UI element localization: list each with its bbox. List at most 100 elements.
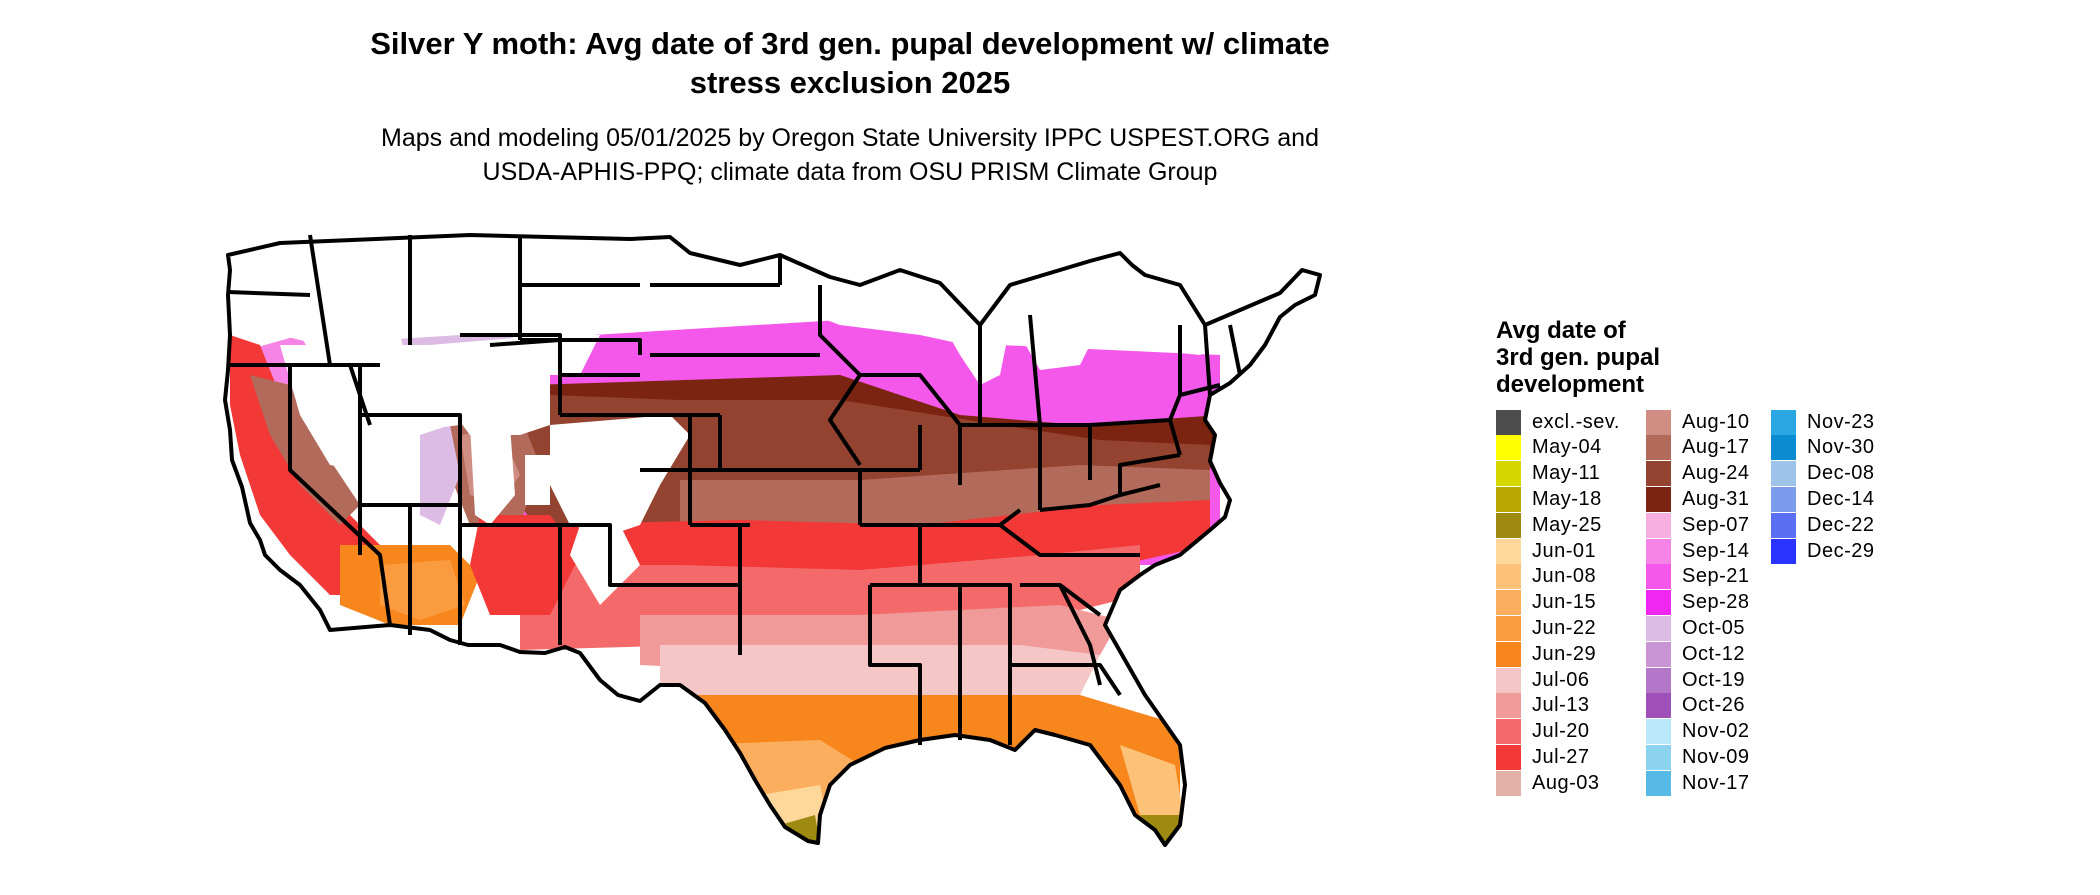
legend-label: Aug-10 [1682, 410, 1750, 433]
legend-label: excl.-sev. [1532, 410, 1620, 433]
legend-swatch [1646, 409, 1671, 435]
legend-swatch [1496, 409, 1521, 435]
legend-entry: Nov-23 [1771, 409, 1874, 435]
legend-label: Jun-01 [1532, 539, 1597, 562]
legend-entry: Dec-29 [1771, 538, 1874, 564]
legend-swatch [1646, 461, 1671, 487]
legend-label: Nov-23 [1807, 410, 1875, 433]
map-title-line-1: Silver Y moth: Avg date of 3rd gen. pupa… [370, 26, 1330, 61]
map-subtitle: Maps and modeling 05/01/2025 by Oregon S… [250, 121, 1450, 189]
map-subtitle-line-2: USDA-APHIS-PPQ; climate data from OSU PR… [482, 158, 1218, 186]
legend-label: Nov-17 [1682, 771, 1750, 794]
legend-entry: Jun-08 [1496, 564, 1596, 590]
legend-entry: Oct-05 [1646, 615, 1745, 641]
legend-entry: May-18 [1496, 486, 1602, 512]
legend-entry: Jul-20 [1496, 719, 1589, 745]
legend-swatch [1496, 461, 1521, 487]
legend-label: Oct-05 [1682, 616, 1746, 639]
legend-title-line-3: development [1496, 371, 1645, 398]
legend-label: Jul-27 [1532, 745, 1590, 768]
map-title: Silver Y moth: Avg date of 3rd gen. pupa… [250, 24, 1450, 102]
legend-swatch [1646, 538, 1671, 564]
legend-swatch [1496, 538, 1521, 564]
legend-swatch [1496, 719, 1521, 745]
legend-swatch [1771, 486, 1796, 512]
legend-label: May-04 [1532, 436, 1602, 459]
legend-entry: Oct-12 [1646, 641, 1745, 667]
legend-entry: Nov-30 [1771, 435, 1874, 461]
legend-label: May-25 [1532, 513, 1602, 536]
legend-entry: May-25 [1496, 512, 1602, 538]
legend-swatch [1646, 615, 1671, 641]
legend-label: Dec-29 [1807, 539, 1875, 562]
legend-label: Sep-21 [1682, 565, 1750, 588]
legend-label: Sep-28 [1682, 591, 1750, 614]
legend-entry: Jun-15 [1496, 590, 1596, 616]
legend-label: Jun-29 [1532, 642, 1597, 665]
legend-label: Aug-31 [1682, 487, 1750, 510]
legend-entry: Dec-22 [1771, 512, 1874, 538]
legend-swatch [1496, 590, 1521, 616]
legend-entry: Jun-22 [1496, 615, 1596, 641]
legend-label: Nov-02 [1682, 720, 1750, 743]
legend-swatch [1496, 615, 1521, 641]
legend-label: May-18 [1532, 487, 1602, 510]
legend-entry: May-04 [1496, 435, 1602, 461]
legend-swatch [1646, 564, 1671, 590]
us-map [223, 233, 1322, 847]
legend-swatch [1496, 512, 1521, 538]
legend-swatch [1646, 667, 1671, 693]
legend-entry: Nov-02 [1646, 719, 1749, 745]
legend-entry: Dec-08 [1771, 461, 1874, 487]
legend-entry: Sep-21 [1646, 564, 1750, 590]
legend-entry: Nov-09 [1646, 744, 1749, 770]
legend-label: Oct-26 [1682, 694, 1746, 717]
legend-label: Jun-15 [1532, 591, 1597, 614]
legend-swatch [1771, 538, 1796, 564]
legend-entry: Aug-03 [1496, 770, 1600, 796]
legend-entry: excl.-sev. [1496, 409, 1620, 435]
map-subtitle-line-1: Maps and modeling 05/01/2025 by Oregon S… [381, 124, 1319, 152]
legend-label: Nov-30 [1807, 436, 1875, 459]
legend-label: Jul-13 [1532, 694, 1590, 717]
legend-swatch [1646, 486, 1671, 512]
legend-label: Aug-17 [1682, 436, 1750, 459]
legend-swatch [1771, 409, 1796, 435]
legend-label: Nov-09 [1682, 745, 1750, 768]
legend-swatch [1496, 435, 1521, 461]
legend-label: Jul-20 [1532, 720, 1590, 743]
legend-entry: Aug-24 [1646, 461, 1750, 487]
legend-label: May-11 [1532, 462, 1601, 485]
legend-swatch [1646, 512, 1671, 538]
legend-entry: May-11 [1496, 461, 1600, 487]
legend-label: Oct-19 [1682, 668, 1746, 691]
legend-swatch [1646, 719, 1671, 745]
legend-label: Sep-07 [1682, 513, 1750, 536]
legend-swatch [1646, 641, 1671, 667]
legend-entry: Sep-28 [1646, 590, 1750, 616]
legend-swatch [1771, 435, 1796, 461]
legend-entry: Jun-01 [1496, 538, 1596, 564]
legend-swatch [1496, 641, 1521, 667]
legend-entry: Dec-14 [1771, 486, 1874, 512]
legend-swatch [1496, 770, 1521, 796]
legend-label: Jun-08 [1532, 565, 1597, 588]
legend-swatch [1496, 486, 1521, 512]
legend-label: Dec-22 [1807, 513, 1875, 536]
legend-swatch [1646, 770, 1671, 796]
legend-entry: Jul-27 [1496, 744, 1589, 770]
legend-entry: Oct-26 [1646, 693, 1745, 719]
legend-title-line-1: Avg date of [1496, 317, 1626, 344]
legend-title-line-2: 3rd gen. pupal [1496, 344, 1661, 371]
legend-swatch [1496, 667, 1521, 693]
legend-label: Dec-14 [1807, 487, 1875, 510]
legend-swatch [1646, 693, 1671, 719]
legend-label: Aug-24 [1682, 462, 1750, 485]
legend-label: Sep-14 [1682, 539, 1750, 562]
legend-entry: Aug-17 [1646, 435, 1750, 461]
legend-entry: Jul-13 [1496, 693, 1589, 719]
legend-entry: Sep-07 [1646, 512, 1750, 538]
map-title-line-2: stress exclusion 2025 [689, 65, 1011, 100]
legend-label: Jul-06 [1532, 668, 1590, 691]
legend-title: Avg date of 3rd gen. pupal development [1496, 317, 1716, 398]
